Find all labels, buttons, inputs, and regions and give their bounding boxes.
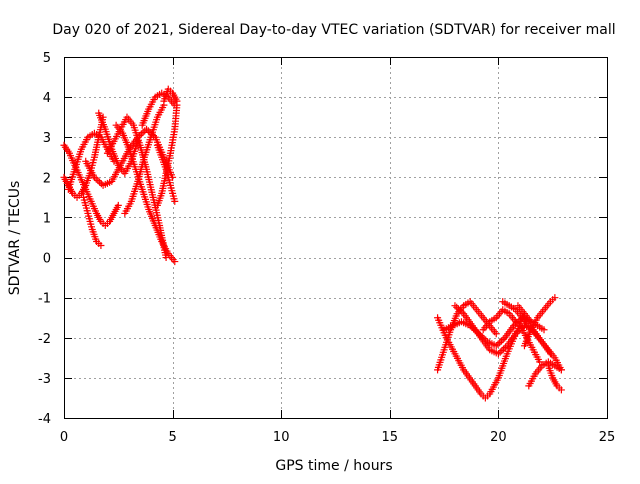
data-point [173, 97, 181, 105]
series-22 [544, 362, 565, 394]
y-tick-label: 0 [43, 252, 51, 267]
y-tick-label: -4 [38, 412, 51, 427]
data-point [557, 386, 565, 394]
y-tick-label: 2 [43, 171, 51, 186]
data-point [512, 318, 520, 326]
data-point [540, 326, 548, 334]
x-tick-label: 5 [168, 430, 176, 445]
series-19 [499, 298, 565, 374]
y-tick-label: -1 [38, 292, 51, 307]
x-axis-label: GPS time / hours [275, 458, 392, 474]
x-tick-label: 0 [60, 430, 68, 445]
data-point [492, 330, 500, 338]
y-axis-label: SDTVAR / TECUs [7, 181, 23, 296]
series-7 [103, 113, 170, 262]
series-4 [80, 193, 105, 250]
series-11 [153, 101, 181, 209]
x-tick-label: 25 [599, 430, 616, 445]
series-18 [479, 306, 520, 334]
series-24 [514, 302, 548, 334]
plot-frame [64, 57, 608, 419]
series-1 [60, 141, 122, 229]
y-tick-label: 1 [43, 211, 51, 226]
y-tick-label: 4 [43, 91, 51, 106]
marks-layer [60, 85, 565, 402]
x-tick-label: 20 [490, 430, 507, 445]
chart-title: Day 020 of 2021, Sidereal Day-to-day VTE… [52, 22, 615, 38]
series-12 [160, 85, 181, 105]
series-13 [153, 141, 179, 205]
y-tick-label: 3 [43, 131, 51, 146]
data-point [557, 366, 565, 374]
series-8 [112, 121, 179, 266]
data-point [97, 242, 105, 250]
data-point [536, 358, 544, 366]
data-point [171, 258, 179, 266]
x-tick-label: 15 [382, 430, 399, 445]
y-tick-label: -2 [38, 332, 51, 347]
y-tick-label: -3 [38, 372, 51, 387]
series-23 [516, 322, 544, 366]
data-point [551, 294, 559, 302]
series-9 [121, 101, 168, 217]
data-point [171, 197, 179, 205]
y-tick-label: 5 [43, 51, 51, 66]
x-tick-label: 10 [273, 430, 290, 445]
data-point [114, 201, 122, 209]
